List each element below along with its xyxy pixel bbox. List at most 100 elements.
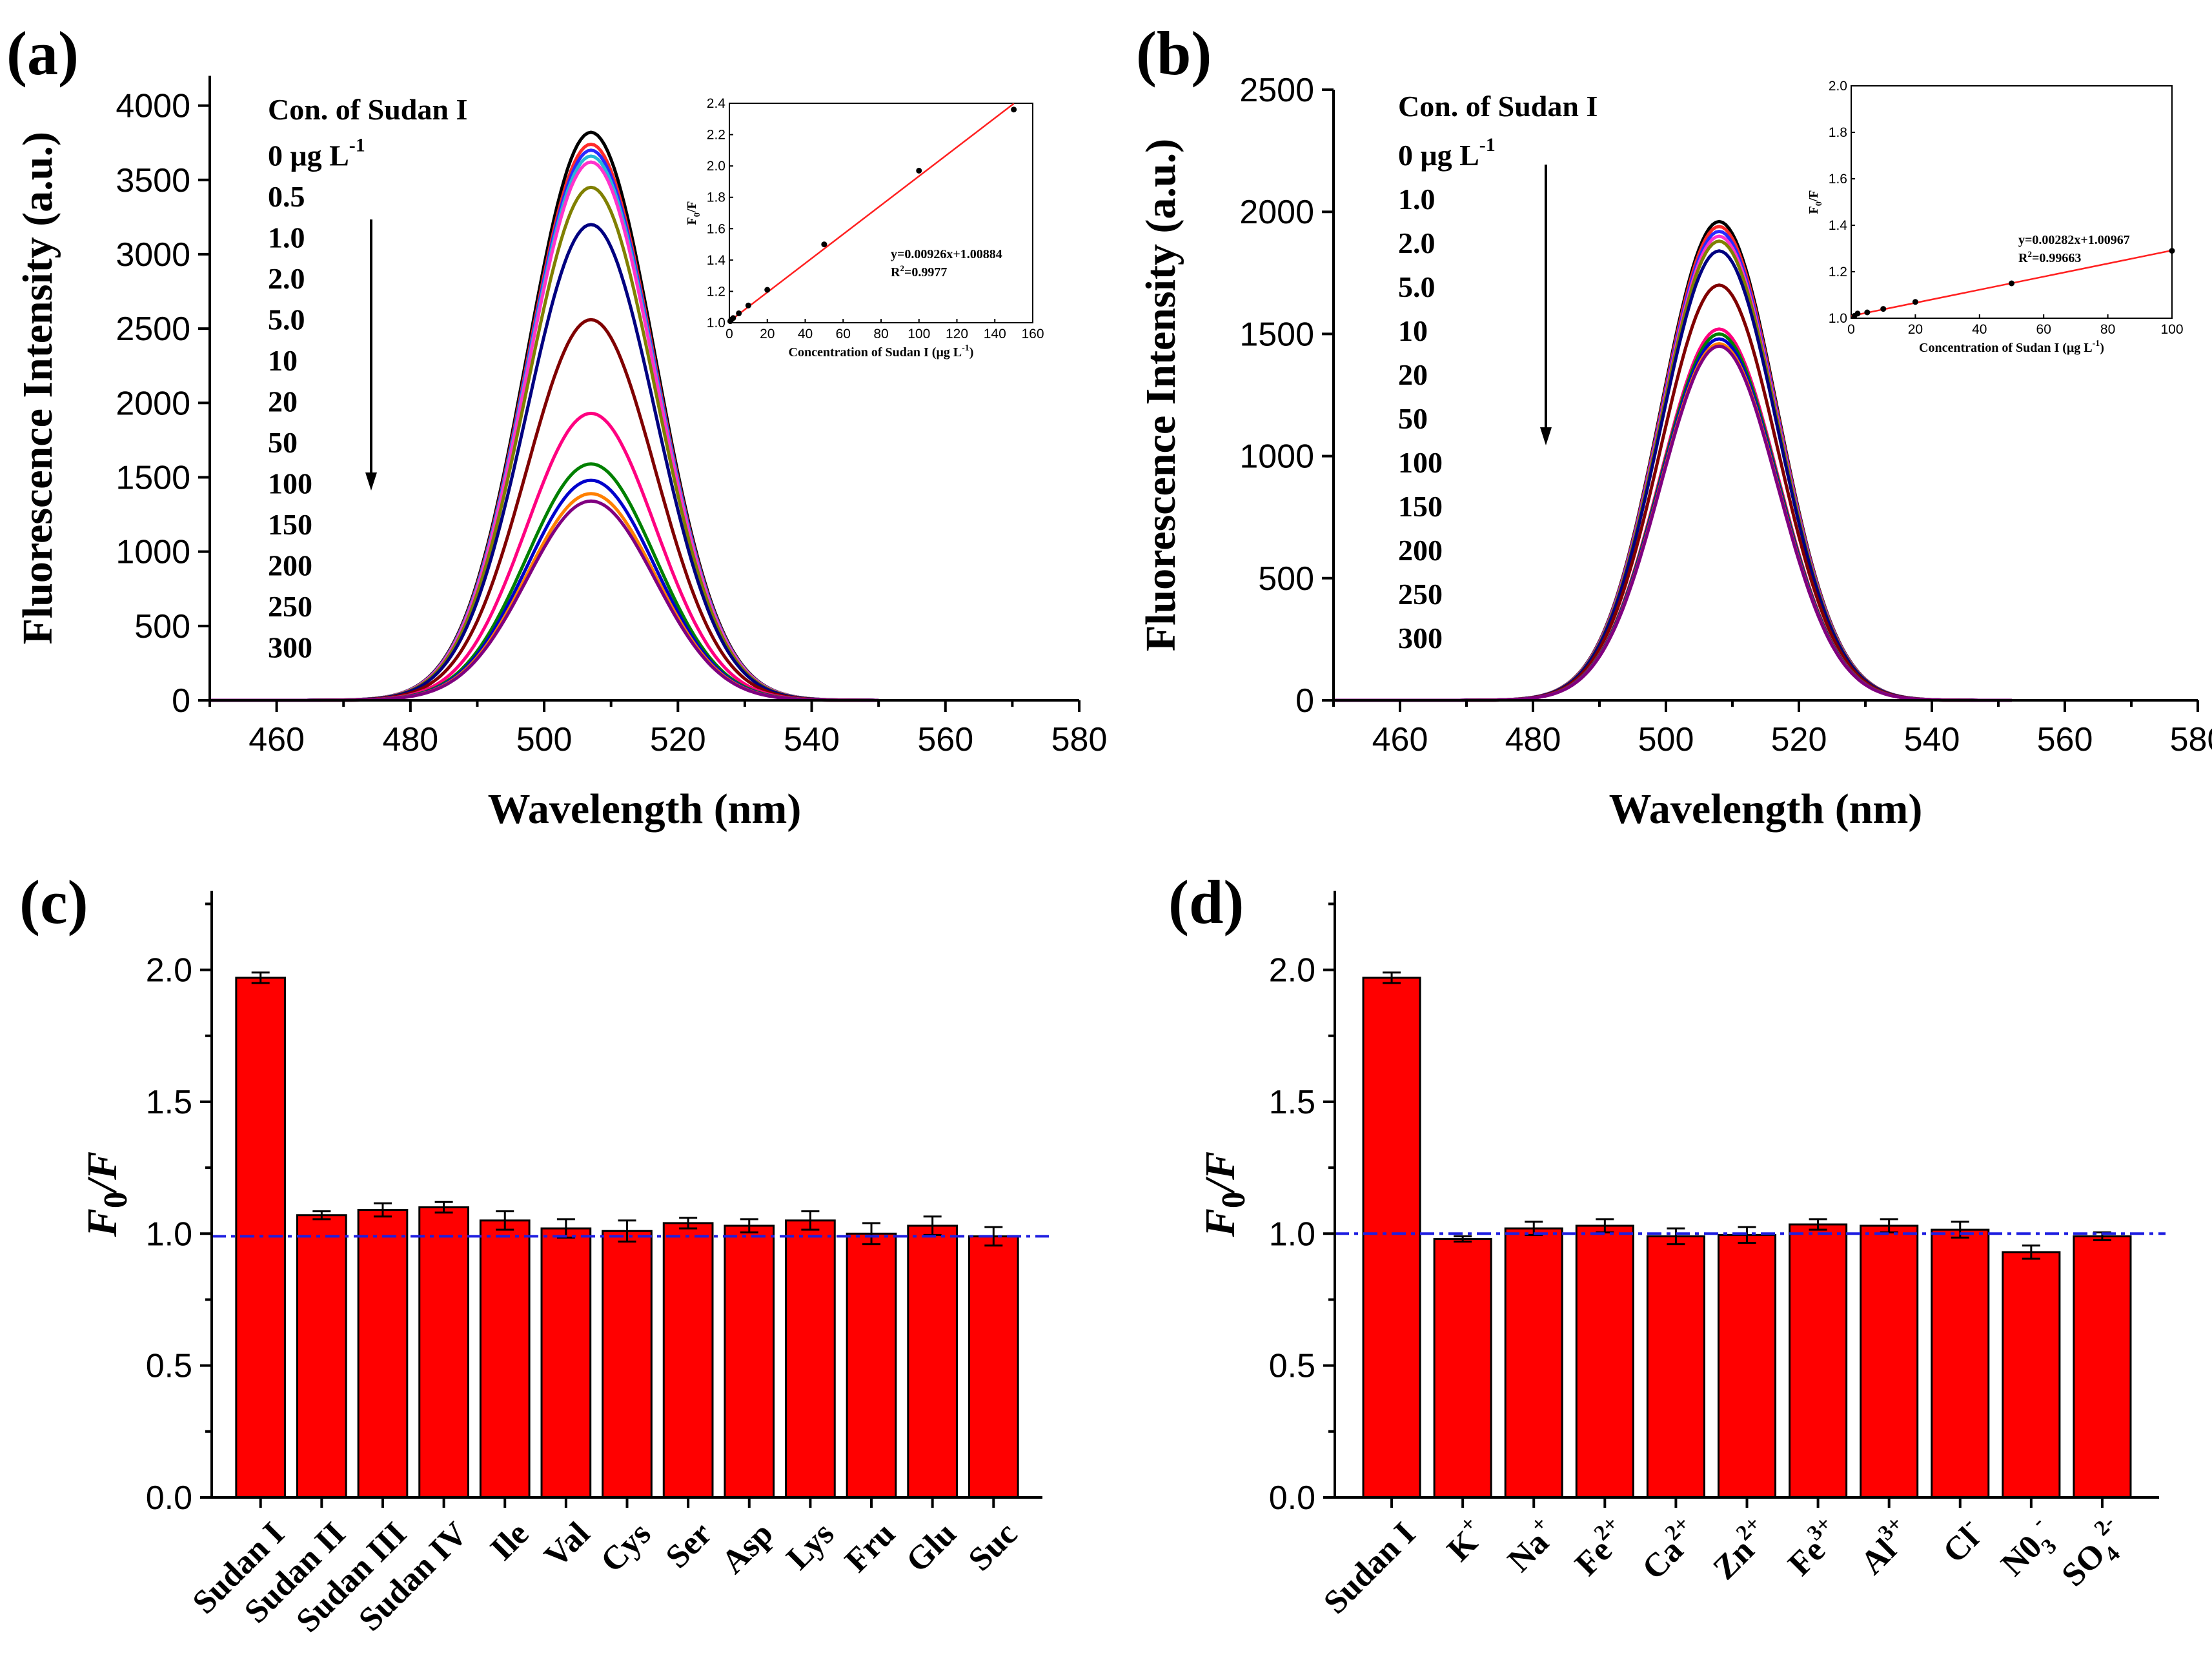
y-tick-label: 2500 (1239, 72, 1314, 109)
legend-unit: μg L (1421, 139, 1479, 172)
legend-item: 150 (1398, 490, 1443, 523)
legend-unit-superscript: -1 (1479, 134, 1496, 156)
inset-y-axis-title-subscript: 0 (1814, 201, 1824, 206)
y-axis-title-end: /F (1197, 1151, 1244, 1194)
bar (1575, 1224, 1634, 1499)
bar (846, 1232, 897, 1499)
inset-x-axis-title: Concentration of Sudan I (μg L-1) (789, 343, 974, 360)
inset-y-tick-label: 1.0 (1829, 311, 1847, 326)
inset-x-axis-title-end: ) (2100, 341, 2104, 355)
inset-x-tick-label: 120 (946, 327, 968, 341)
inset-x-axis-title-text: Concentration of Sudan I (μg L (789, 345, 962, 360)
bar (479, 1219, 531, 1499)
x-tick-label: 580 (1051, 721, 1108, 758)
x-tick-label: 540 (1904, 721, 1960, 758)
inset-x-tick-label: 40 (1972, 322, 1987, 337)
inset-data-point (1912, 299, 1918, 305)
bar (1362, 977, 1421, 1499)
y-tick-label: 0.5 (1269, 1348, 1315, 1385)
bar (662, 1222, 714, 1499)
inset-frame (729, 103, 1033, 323)
inset-y-tick-label: 1.8 (1829, 125, 1847, 140)
legend-item: 2.0 (1398, 227, 1436, 259)
category-label: Zn2+ (1703, 1512, 1778, 1587)
category-label: Cys (594, 1516, 658, 1580)
inset-x-axis-title-text: Concentration of Sudan I (μg L (1919, 341, 2093, 355)
legend-item: 10 (1398, 314, 1428, 347)
inset-y-tick-label: 1.4 (1829, 218, 1848, 233)
inset-x-tick-label: 100 (2160, 322, 2183, 337)
bar (1717, 1233, 1777, 1499)
y-tick-label: 2500 (116, 310, 190, 348)
x-tick-label: 520 (1771, 721, 1827, 758)
inset-data-point (821, 241, 827, 248)
category-label-superscript: - (2026, 1511, 2048, 1533)
y-tick-label: 1000 (116, 534, 190, 571)
inset-r-squared-exponent: 2 (900, 263, 904, 273)
y-tick-label: 1.0 (1269, 1215, 1315, 1253)
y-tick-label: 1.5 (146, 1084, 192, 1121)
bar (1789, 1223, 1848, 1499)
inset-y-axis-title: F0/F (1807, 190, 1824, 214)
legend-item: 50 (1398, 402, 1428, 435)
y-axis-title: Fluorescence Intensity (a.u.) (14, 132, 61, 644)
x-axis-title: Wavelength (nm) (1609, 786, 1923, 833)
y-tick-label: 0 (172, 682, 190, 720)
inset-r-squared-exponent: 2 (2027, 249, 2032, 259)
bar (1433, 1237, 1492, 1499)
inset-data-point (764, 287, 771, 293)
y-tick-label: 0.0 (1269, 1479, 1315, 1517)
inset-data-point (736, 310, 742, 316)
inset-data-point (745, 302, 751, 309)
y-tick-label: 1.0 (146, 1215, 192, 1253)
inset-y-axis-title-F: F (1807, 206, 1821, 214)
y-tick-label: 3000 (116, 236, 190, 274)
inset-data-point (1880, 306, 1887, 312)
panel-a-spectrum-chart: (a)460 480 500 520 540 560 5800500100015002000… (6, 19, 1107, 833)
decrease-arrowhead (1540, 427, 1552, 445)
inset-data-point (2009, 280, 2014, 287)
inset-y-tick-label: 1.6 (1829, 172, 1847, 187)
category-label: Cl- (1933, 1512, 1991, 1570)
legend-item: 0 μg L-1 (268, 135, 365, 172)
bar (2002, 1251, 2061, 1499)
inset-y-tick-label: 2.0 (1829, 79, 1847, 94)
x-tick-label: 520 (650, 721, 706, 758)
y-tick-label: 1000 (1239, 438, 1314, 476)
inset-x-axis-title-superscript: -1 (2093, 339, 2100, 349)
bar (907, 1224, 959, 1499)
inset-y-tick-label: 1.4 (707, 253, 726, 268)
y-tick-label: 2000 (1239, 194, 1314, 231)
inset-x-tick-label: 160 (1021, 327, 1044, 341)
x-tick-label: 580 (2170, 721, 2212, 758)
legend-item-value: 0 (268, 139, 290, 172)
inset-y-tick-label: 1.2 (707, 284, 725, 299)
legend-item: 1.0 (1398, 183, 1436, 216)
x-tick-label: 560 (917, 721, 973, 758)
inset-y-tick-label: 1.0 (707, 316, 725, 330)
y-tick-label: 2.0 (1269, 952, 1315, 989)
x-tick-label: 500 (1638, 721, 1694, 758)
category-label: Ile (483, 1516, 536, 1568)
legend-item: 0.5 (268, 180, 305, 213)
legend-item: 1.0 (268, 221, 305, 254)
category-label: Fru (838, 1516, 902, 1580)
legend-item: 5.0 (268, 303, 305, 336)
inset-y-tick-label: 2.2 (707, 128, 725, 143)
inset-y-tick-label: 1.2 (1829, 265, 1847, 279)
inset-y-tick-label: 2.0 (707, 159, 725, 174)
category-label-base: N0 (1994, 1528, 2049, 1583)
bar (2073, 1235, 2132, 1499)
bar (1646, 1235, 1705, 1499)
bar (968, 1235, 1019, 1499)
inset-data-point (2169, 248, 2175, 254)
legend-item: 200 (1398, 534, 1443, 567)
bar (357, 1209, 409, 1499)
x-tick-label: 560 (2037, 721, 2093, 758)
inset-x-tick-label: 20 (1908, 322, 1923, 337)
inset-y-tick-label: 1.6 (707, 221, 725, 236)
x-tick-label: 540 (784, 721, 840, 758)
inset-x-tick-label: 60 (2036, 322, 2051, 337)
category-label: Glu (899, 1516, 964, 1580)
